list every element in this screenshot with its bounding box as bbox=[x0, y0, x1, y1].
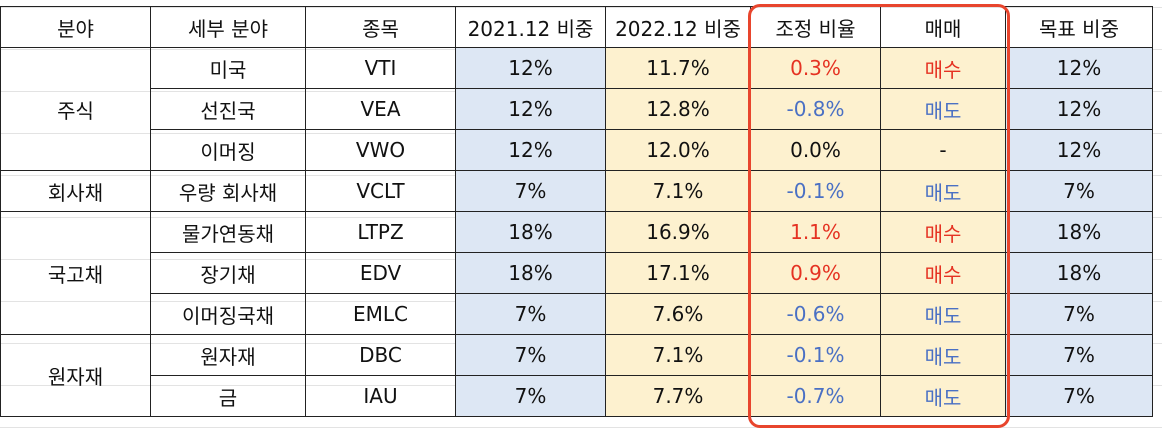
weight-2022-cell: 12.0% bbox=[605, 129, 751, 171]
target-cell: 7% bbox=[1005, 170, 1153, 212]
header-cell: 종목 bbox=[305, 6, 456, 48]
weight-2021-cell: 12% bbox=[455, 88, 606, 130]
weight-2022-cell: 7.1% bbox=[605, 170, 751, 212]
target-cell: 12% bbox=[1005, 88, 1153, 130]
weight-2022-cell: 7.6% bbox=[605, 293, 751, 335]
group-cell: 국고채 bbox=[0, 211, 151, 335]
trade-cell: 매수 bbox=[880, 47, 1006, 89]
target-cell: 12% bbox=[1005, 47, 1153, 89]
data-row: 장기채 EDV 18% 17.1% 0.9% 매수 18% bbox=[1, 252, 1153, 294]
data-row: 회사채 우량 회사채 VCLT 7% 7.1% -0.1% 매도 7% bbox=[0, 170, 1153, 212]
data-row: 금 IAU 7% 7.7% -0.7% 매도 7% bbox=[1, 375, 1153, 417]
target-cell: 7% bbox=[1005, 334, 1153, 376]
data-row: 이머징 VWO 12% 12.0% 0.0% -12% bbox=[1, 129, 1153, 171]
weight-2022-cell: 16.9% bbox=[605, 211, 751, 253]
trade-cell: 매도 bbox=[880, 334, 1006, 376]
adjust-cell: 0.3% bbox=[750, 47, 881, 89]
weight-2022-cell: 17.1% bbox=[605, 252, 751, 294]
data-row: 국고채 물가연동채 LTPZ 18% 16.9% 1.1% 매수 18% bbox=[0, 211, 1153, 335]
target-cell: 7% bbox=[1005, 293, 1153, 335]
group-cell: 주식 bbox=[0, 47, 151, 171]
ticker-cell: VWO bbox=[305, 129, 456, 171]
detail-cell: 선진국 bbox=[150, 88, 306, 130]
target-cell: 18% bbox=[1005, 211, 1153, 253]
adjust-cell: 0.0% bbox=[750, 129, 881, 171]
ticker-cell: EMLC bbox=[305, 293, 456, 335]
trade-cell: 매수 bbox=[880, 211, 1006, 253]
weight-2021-cell: 18% bbox=[455, 211, 606, 253]
group-cell: 회사채 bbox=[0, 170, 151, 212]
weight-2022-cell: 7.1% bbox=[605, 334, 751, 376]
trade-cell: - bbox=[880, 129, 1006, 171]
weight-2021-cell: 7% bbox=[455, 293, 606, 335]
trade-cell: 매도 bbox=[880, 293, 1006, 335]
weight-2021-cell: 12% bbox=[455, 129, 606, 171]
ticker-cell: VEA bbox=[305, 88, 456, 130]
ticker-cell: IAU bbox=[305, 375, 456, 417]
adjust-cell: -0.7% bbox=[750, 375, 881, 417]
detail-cell: 금 bbox=[150, 375, 306, 417]
target-cell: 12% bbox=[1005, 129, 1153, 171]
trade-cell: 매수 bbox=[880, 252, 1006, 294]
adjust-cell: -0.8% bbox=[750, 88, 881, 130]
weight-2022-cell: 12.8% bbox=[605, 88, 751, 130]
ticker-cell: VTI bbox=[305, 47, 456, 89]
data-row: 원자재 원자재 DBC 7% 7.1% -0.1% 매도 7% bbox=[0, 334, 1153, 417]
ticker-cell: VCLT bbox=[305, 170, 456, 212]
ticker-cell: EDV bbox=[305, 252, 456, 294]
target-cell: 7% bbox=[1005, 375, 1153, 417]
detail-cell: 이머징 bbox=[150, 129, 306, 171]
trade-cell: 매도 bbox=[880, 88, 1006, 130]
detail-cell: 미국 bbox=[150, 47, 306, 89]
detail-cell: 물가연동채 bbox=[150, 211, 306, 253]
header-cell: 조정 비율 bbox=[750, 6, 881, 48]
detail-cell: 장기채 bbox=[150, 252, 306, 294]
weight-2021-cell: 7% bbox=[455, 170, 606, 212]
header-cell: 세부 분야 bbox=[150, 6, 306, 48]
adjust-cell: -0.1% bbox=[750, 334, 881, 376]
adjust-cell: -0.1% bbox=[750, 170, 881, 212]
target-cell: 18% bbox=[1005, 252, 1153, 294]
data-row: 이머징국채 EMLC 7% 7.6% -0.6% 매도 7% bbox=[1, 293, 1153, 335]
header-row: 분야 세부 분야 종목 2021.12 비중 2022.12 비중 조정 비율 매매 목표 비… bbox=[0, 6, 1153, 48]
header-cell: 매매 bbox=[880, 6, 1006, 48]
detail-cell: 이머징국채 bbox=[150, 293, 306, 335]
ticker-cell: LTPZ bbox=[305, 211, 456, 253]
adjust-cell: 1.1% bbox=[750, 211, 881, 253]
detail-cell: 원자재 bbox=[150, 334, 306, 376]
allocation-table: 분야 세부 분야 종목 2021.12 비중 2022.12 비중 조정 비율 매매 목표 비… bbox=[0, 6, 1153, 417]
adjust-cell: 0.9% bbox=[750, 252, 881, 294]
header-cell: 목표 비중 bbox=[1005, 6, 1153, 48]
weight-2021-cell: 7% bbox=[455, 334, 606, 376]
data-row: 선진국 VEA 12% 12.8% -0.8% 매도 12% bbox=[1, 88, 1153, 130]
trade-cell: 매도 bbox=[880, 375, 1006, 417]
weight-2021-cell: 12% bbox=[455, 47, 606, 89]
ticker-cell: DBC bbox=[305, 334, 456, 376]
group-cell: 원자재 bbox=[0, 334, 151, 417]
detail-cell: 우량 회사채 bbox=[150, 170, 306, 212]
weight-2021-cell: 18% bbox=[455, 252, 606, 294]
header-cell: 2021.12 비중 bbox=[455, 6, 606, 48]
weight-2022-cell: 11.7% bbox=[605, 47, 751, 89]
weight-2021-cell: 7% bbox=[455, 375, 606, 417]
data-row: 주식 미국 VTI 12% 11.7% 0.3% 매수 12% bbox=[0, 47, 1153, 171]
header-cell: 분야 bbox=[0, 6, 151, 48]
weight-2022-cell: 7.7% bbox=[605, 375, 751, 417]
header-cell: 2022.12 비중 bbox=[605, 6, 751, 48]
adjust-cell: -0.6% bbox=[750, 293, 881, 335]
trade-cell: 매도 bbox=[880, 170, 1006, 212]
